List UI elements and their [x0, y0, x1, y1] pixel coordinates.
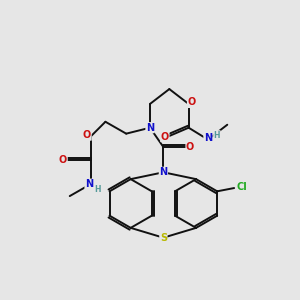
- Text: O: O: [188, 98, 196, 107]
- Text: O: O: [59, 155, 67, 165]
- Text: N: N: [204, 133, 212, 143]
- Text: O: O: [161, 132, 169, 142]
- Text: N: N: [159, 167, 167, 177]
- Text: N: N: [85, 179, 93, 189]
- Text: H: H: [95, 185, 101, 194]
- Text: Cl: Cl: [236, 182, 247, 192]
- Text: S: S: [160, 233, 167, 243]
- Text: N: N: [146, 123, 154, 133]
- Text: O: O: [186, 142, 194, 152]
- Text: H: H: [214, 130, 220, 140]
- Text: O: O: [83, 130, 91, 140]
